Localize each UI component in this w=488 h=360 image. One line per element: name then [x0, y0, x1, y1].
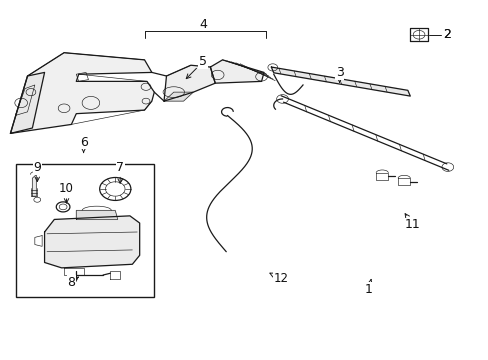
Polygon shape — [163, 65, 215, 101]
Polygon shape — [10, 72, 44, 134]
Text: 1: 1 — [364, 279, 372, 296]
Text: 11: 11 — [404, 214, 420, 231]
Polygon shape — [76, 211, 118, 220]
Text: 4: 4 — [199, 18, 206, 31]
Text: 8: 8 — [67, 276, 78, 289]
Text: 9: 9 — [33, 161, 41, 181]
Bar — [16, 164, 154, 297]
Text: 3: 3 — [335, 66, 343, 82]
Text: 2: 2 — [442, 28, 450, 41]
Text: 7: 7 — [116, 161, 124, 183]
Text: 5: 5 — [186, 55, 206, 78]
Polygon shape — [163, 92, 193, 101]
Polygon shape — [32, 175, 36, 196]
Text: 12: 12 — [269, 272, 288, 285]
Polygon shape — [210, 60, 264, 83]
Text: 6: 6 — [80, 136, 87, 152]
Polygon shape — [44, 216, 140, 268]
Text: 10: 10 — [59, 183, 74, 203]
Text: 2: 2 — [442, 28, 450, 41]
Polygon shape — [10, 53, 154, 134]
Polygon shape — [271, 67, 409, 96]
